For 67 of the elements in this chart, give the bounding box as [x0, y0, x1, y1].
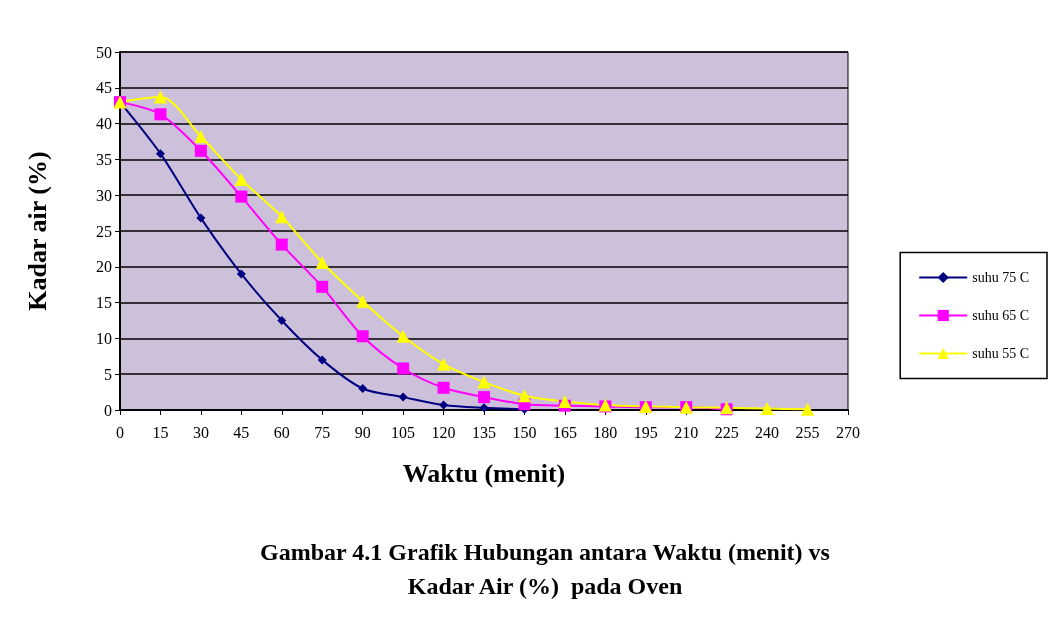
y-tick-label: 50 — [96, 43, 112, 61]
point — [153, 90, 167, 104]
x-tick-label: 30 — [192, 423, 209, 441]
point — [398, 392, 408, 402]
point — [194, 144, 207, 157]
point — [236, 269, 246, 279]
point — [477, 375, 491, 389]
y-tick-label: 20 — [96, 258, 112, 276]
x-tick-label: 255 — [795, 423, 820, 441]
point — [154, 108, 167, 121]
y-tick-label: 40 — [96, 115, 112, 133]
x-tick-label: 120 — [431, 423, 456, 441]
point — [234, 172, 248, 186]
x-tick-label: 75 — [314, 423, 331, 441]
point — [316, 280, 329, 293]
y-tick-label: 30 — [96, 186, 112, 204]
point — [439, 400, 449, 410]
y-tick-label: 0 — [104, 401, 112, 419]
point — [478, 391, 490, 404]
point — [356, 330, 369, 343]
y-tick-label: 35 — [96, 150, 112, 168]
x-tick-label: 270 — [836, 423, 860, 441]
x-tick-label: 45 — [233, 423, 250, 441]
y-tick-label: 45 — [96, 79, 112, 97]
y-tick-label: 25 — [96, 222, 112, 240]
point — [194, 129, 208, 143]
x-tick-label: 195 — [633, 423, 658, 441]
point — [277, 316, 287, 325]
x-tick-label: 165 — [552, 423, 577, 441]
point — [801, 402, 815, 416]
x-tick-label: 240 — [755, 423, 780, 441]
x-tick-label: 150 — [512, 423, 537, 441]
point — [356, 294, 370, 308]
point — [155, 149, 165, 159]
x-tick-label: 180 — [593, 423, 618, 441]
x-tick-label: 225 — [714, 423, 739, 441]
x-tick-label: 105 — [391, 423, 416, 441]
point — [517, 389, 531, 403]
legend-label: suhu 75 C — [972, 270, 1030, 285]
point — [196, 213, 206, 223]
point — [275, 238, 288, 251]
text: Gambar 4.1 Grafik Hubungan antara Waktu (menit) vs Kadar Air (%) pada Oven — [260, 539, 830, 599]
x-tick-label: 135 — [472, 423, 496, 441]
legend-label: suhu 55 C — [972, 346, 1030, 361]
y-tick-label: 15 — [96, 294, 112, 312]
point — [315, 256, 329, 269]
x-tick-label: 90 — [354, 423, 371, 441]
point — [760, 402, 774, 416]
x-tick-label: 15 — [152, 423, 169, 441]
point — [437, 381, 450, 394]
point — [558, 394, 572, 408]
point — [397, 362, 410, 375]
point — [358, 384, 368, 394]
y-axis-title: Kadar air (%) — [22, 151, 52, 311]
point — [479, 403, 489, 413]
point — [437, 357, 451, 371]
x-axis-title: Waktu (menit) — [402, 458, 566, 488]
x-tick-label: 210 — [674, 423, 699, 441]
point — [275, 210, 289, 224]
x-tick-label: 0 — [116, 423, 124, 441]
y-tick-label: 5 — [104, 365, 112, 383]
y-tick-label: 10 — [96, 329, 112, 347]
legend-label: suhu 65 C — [972, 308, 1030, 323]
x-tick-label: 60 — [273, 423, 290, 441]
point — [396, 329, 410, 343]
point — [235, 190, 248, 203]
point — [317, 355, 327, 365]
